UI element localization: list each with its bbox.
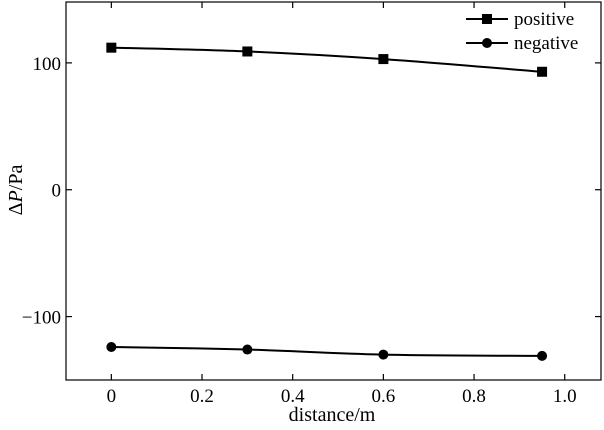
data-point-negative (537, 350, 548, 361)
x-tick-label: 0.8 (462, 386, 486, 407)
x-tick-label: 0.4 (281, 386, 305, 407)
y-tick-label: −100 (22, 308, 61, 329)
axis-ticks: 0 0.2 0.4 0.6 0.8 1.0 −100 0 100 (22, 2, 601, 407)
data-point-positive (106, 42, 117, 53)
data-point-positive (242, 46, 253, 57)
series-layer (106, 42, 548, 361)
legend-item-negative: negative (466, 33, 578, 54)
legend-label: negative (514, 33, 578, 54)
data-point-positive (537, 66, 548, 77)
x-tick-label: 0 (107, 386, 117, 407)
series-line-negative (111, 346, 543, 357)
x-tick-label: 1.0 (553, 386, 577, 407)
legend-marker-positive (482, 14, 492, 24)
data-point-negative (378, 349, 389, 360)
y-axis-label: ΔP/Pa (5, 165, 27, 216)
legend-marker-negative (482, 38, 492, 48)
plot-frame (65, 1, 602, 381)
y-tick-label: 100 (33, 54, 62, 75)
series-positive (106, 42, 548, 77)
legend: positive negative (466, 9, 578, 54)
data-point-negative (106, 342, 117, 353)
series-negative (106, 342, 548, 361)
x-tick-label: 0.6 (371, 386, 395, 407)
series-line-positive (111, 46, 543, 73)
plot-area-border (65, 1, 602, 381)
x-axis-label: distance/m (289, 404, 376, 426)
data-point-positive (378, 54, 389, 65)
legend-item-positive: positive (466, 9, 574, 30)
legend-label: positive (514, 9, 574, 30)
data-point-negative (242, 344, 253, 355)
y-tick-label: 0 (52, 181, 62, 202)
x-tick-label: 0.2 (190, 386, 214, 407)
